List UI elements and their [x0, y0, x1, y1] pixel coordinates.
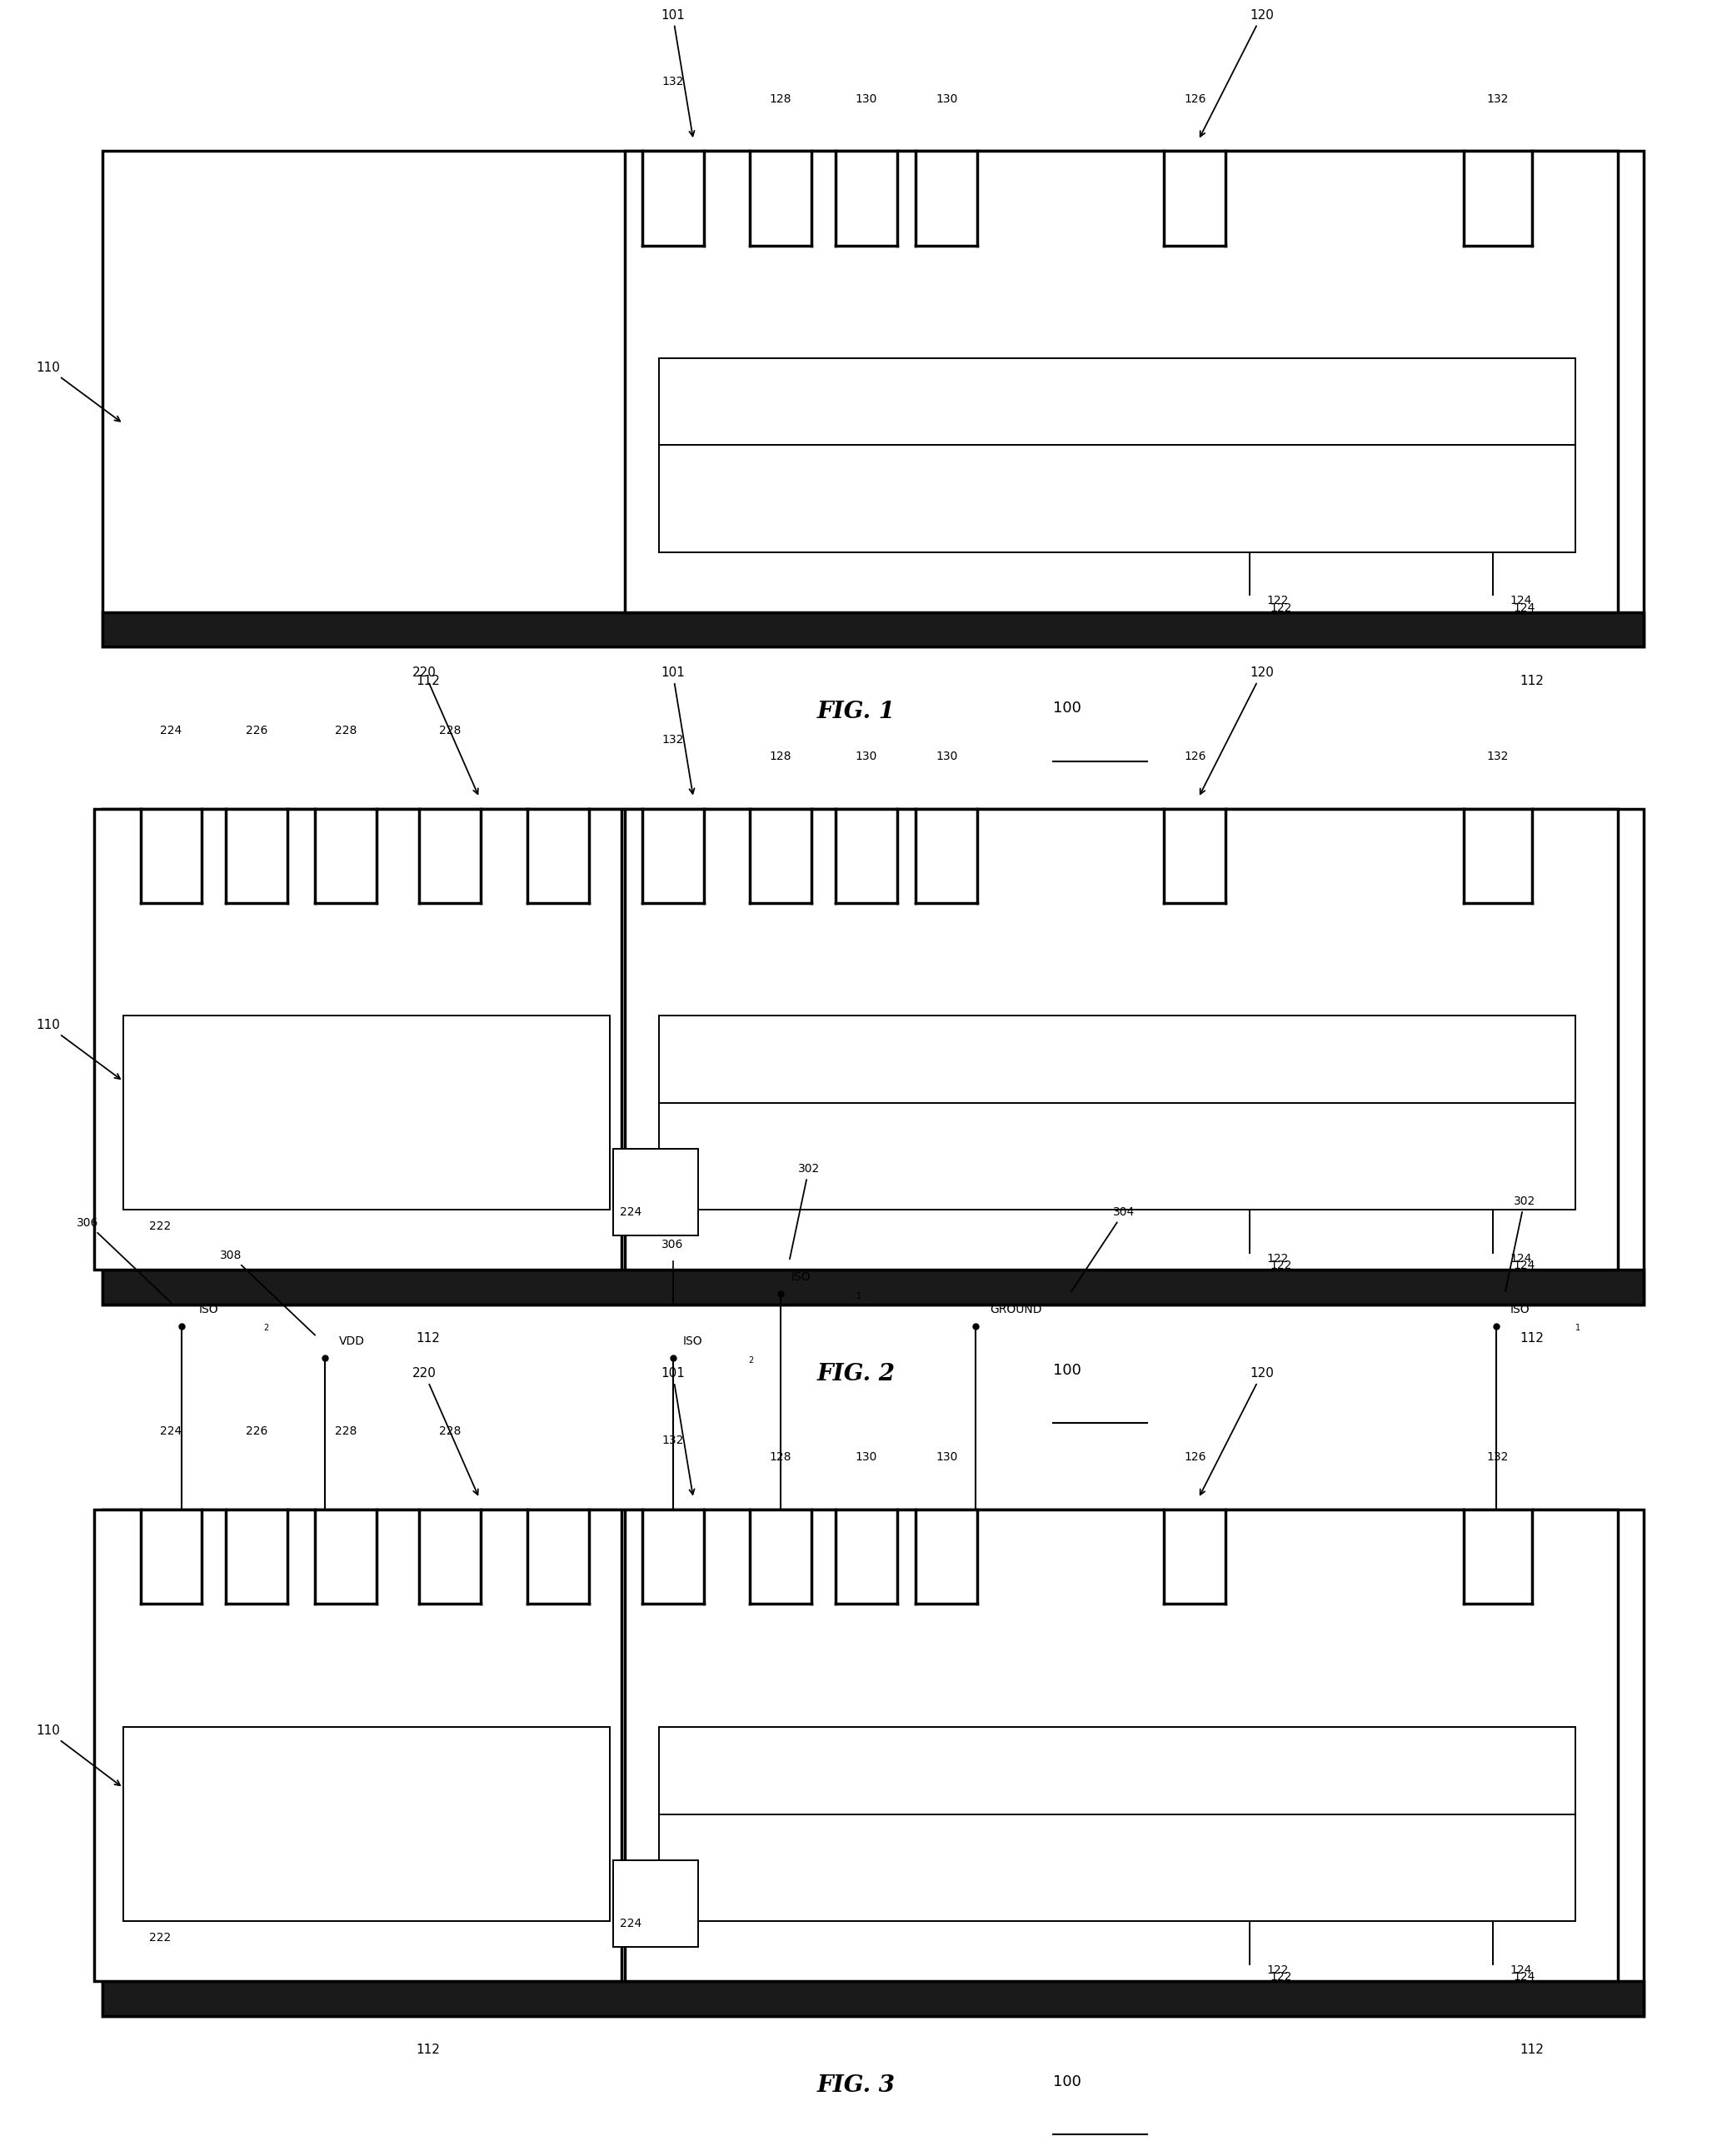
Text: 226: 226 [247, 1425, 267, 1438]
Text: 302: 302 [1505, 1197, 1536, 1291]
Bar [103, 612, 1644, 647]
Bar [625, 1509, 1618, 1981]
Text: 126: 126 [1185, 1451, 1205, 1464]
Text: 304: 304 [1072, 1207, 1135, 1291]
Text: 128: 128 [770, 93, 791, 106]
Text: 101: 101 [661, 1367, 695, 1494]
Text: 1: 1 [856, 1291, 861, 1300]
Text: 220: 220 [413, 1367, 478, 1494]
Bar [123, 1015, 609, 1210]
Text: 308: 308 [221, 1250, 315, 1335]
Text: 224: 224 [620, 1919, 642, 1930]
Text: ISO: ISO [1510, 1304, 1529, 1315]
Text: FIG. 3: FIG. 3 [817, 2074, 895, 2096]
Text: 2: 2 [264, 1324, 269, 1332]
Text: 110: 110 [36, 1020, 120, 1078]
Text: 112: 112 [1520, 2044, 1544, 2057]
Bar [613, 1861, 698, 1947]
Text: 132: 132 [663, 75, 683, 88]
Text: 130: 130 [856, 93, 877, 106]
Text: 124: 124 [1513, 1971, 1536, 1984]
Text: 130: 130 [936, 1451, 957, 1464]
Text: 132: 132 [1488, 750, 1508, 763]
Text: 222: 222 [149, 1932, 171, 1943]
Text: 122: 122 [1270, 1259, 1293, 1272]
Bar [613, 1149, 698, 1235]
Bar [103, 808, 1644, 1304]
Text: 124: 124 [1513, 602, 1536, 614]
Text: 130: 130 [936, 93, 957, 106]
Text: 101: 101 [661, 9, 695, 136]
Bar [659, 1727, 1575, 1921]
Text: 122: 122 [1270, 1971, 1293, 1984]
Bar [103, 1270, 1644, 1304]
Text: 126: 126 [1185, 750, 1205, 763]
Text: 1: 1 [1575, 1324, 1580, 1332]
Text: ISO: ISO [791, 1272, 810, 1283]
Text: GROUND: GROUND [990, 1304, 1041, 1315]
Text: 112: 112 [416, 1332, 440, 1345]
Text: 220: 220 [413, 666, 478, 793]
Text: VDD: VDD [339, 1337, 365, 1348]
Text: 228: 228 [336, 1425, 356, 1438]
Text: 122: 122 [1267, 1253, 1289, 1263]
Bar [659, 358, 1575, 552]
Text: 302: 302 [789, 1164, 820, 1259]
Text: 128: 128 [770, 750, 791, 763]
Text: 110: 110 [36, 1725, 120, 1785]
Text: 124: 124 [1510, 595, 1532, 606]
Text: 124: 124 [1513, 1259, 1536, 1272]
Text: 112: 112 [1520, 675, 1544, 688]
Text: 124: 124 [1510, 1253, 1532, 1263]
Text: 224: 224 [161, 724, 181, 737]
Text: 126: 126 [1185, 93, 1205, 106]
Text: 120: 120 [1200, 666, 1274, 793]
Text: 2: 2 [748, 1356, 753, 1365]
Text: 120: 120 [1200, 1367, 1274, 1494]
Text: 100: 100 [1053, 701, 1080, 716]
Text: 110: 110 [36, 362, 120, 420]
Text: 122: 122 [1267, 1964, 1289, 1975]
Bar [625, 808, 1618, 1270]
Text: 128: 128 [770, 1451, 791, 1464]
Bar [123, 1727, 609, 1921]
Text: 122: 122 [1270, 602, 1293, 614]
Text: 112: 112 [416, 675, 440, 688]
Text: 100: 100 [1053, 2074, 1080, 2089]
Bar [103, 151, 1644, 647]
Text: 132: 132 [663, 733, 683, 746]
Text: 132: 132 [1488, 1451, 1508, 1464]
Text: 222: 222 [149, 1220, 171, 1231]
Bar [94, 1509, 621, 1981]
Text: FIG. 2: FIG. 2 [817, 1363, 895, 1384]
Text: 132: 132 [1488, 93, 1508, 106]
Text: 226: 226 [247, 724, 267, 737]
Bar [94, 808, 621, 1270]
Text: 122: 122 [1267, 595, 1289, 606]
Text: 120: 120 [1200, 9, 1274, 136]
Text: FIG. 1: FIG. 1 [817, 701, 895, 722]
Text: 130: 130 [856, 750, 877, 763]
Text: ISO: ISO [683, 1337, 702, 1348]
Text: 228: 228 [336, 724, 356, 737]
Bar [659, 1015, 1575, 1210]
Bar [103, 1981, 1644, 2016]
Text: 124: 124 [1510, 1964, 1532, 1975]
Text: 228: 228 [440, 1425, 461, 1438]
Text: ISO: ISO [199, 1304, 217, 1315]
Bar [103, 1509, 1644, 2016]
Text: 100: 100 [1053, 1363, 1080, 1378]
Bar [625, 151, 1618, 612]
Text: 112: 112 [416, 2044, 440, 2057]
Text: 112: 112 [1520, 1332, 1544, 1345]
Text: 224: 224 [620, 1207, 642, 1218]
Text: 228: 228 [440, 724, 461, 737]
Text: 224: 224 [161, 1425, 181, 1438]
Text: 306: 306 [663, 1240, 683, 1250]
Text: 132: 132 [663, 1434, 683, 1447]
Text: 306: 306 [77, 1218, 171, 1302]
Text: 130: 130 [856, 1451, 877, 1464]
Text: 130: 130 [936, 750, 957, 763]
Text: 101: 101 [661, 666, 695, 793]
